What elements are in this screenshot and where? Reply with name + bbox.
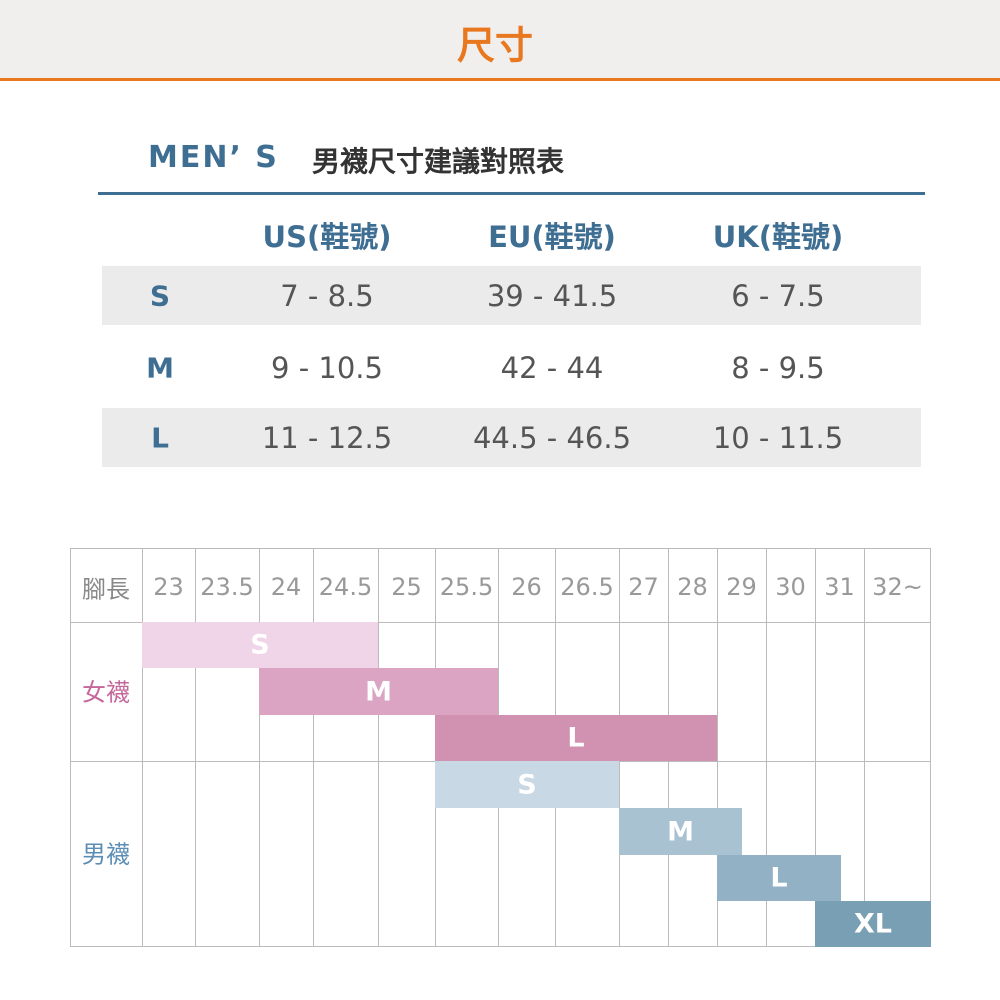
size-bar [815,901,931,947]
grid-line [717,548,718,947]
bar-label: M [365,676,392,707]
grid-line [142,548,143,947]
row-band [102,266,921,325]
bar-label: L [770,862,788,894]
foot-size: 31 [824,573,855,601]
foot-size: 32~ [872,573,923,601]
grid-line [259,548,260,947]
foot-size: 25 [391,573,422,601]
bar-label: L [567,722,585,754]
bar-label: S [517,769,537,800]
size-value: 39 - 41.5 [486,279,618,313]
grid-line [864,548,865,947]
foot-size: 25.5 [439,573,494,601]
foot-size: 26 [511,573,542,601]
grid-line [195,548,196,947]
foot-size: 24 [270,573,302,601]
brand: MEN’ S [148,140,279,175]
size-value: 8 - 9.5 [731,351,825,385]
size-bar [259,668,498,715]
foot-size: 27 [628,573,659,601]
size-bar [435,715,717,761]
row-band [102,408,921,467]
size-label: L [151,421,169,455]
column-header: UK(鞋號) [712,220,844,254]
grid-line [815,548,816,947]
size-bar [619,808,742,855]
table-title: 男襪尺寸建議對照表 [312,145,565,178]
grid-line [378,548,379,947]
foot-size: 28 [677,573,708,601]
size-value: 6 - 7.5 [731,279,825,313]
grid-line [313,548,314,947]
bar-label: M [667,816,694,847]
foot-size: 24.5 [318,573,373,601]
grid-line [766,548,767,947]
group-label: 男襪 [82,840,130,869]
column-header: US(鞋號) [262,220,392,254]
size-bar [717,855,841,901]
size-value: 9 - 10.5 [271,351,383,385]
foot-size: 30 [775,573,806,601]
size-value: 10 - 11.5 [712,421,844,455]
size-value: 7 - 8.5 [280,279,374,313]
size-bar [435,761,619,808]
chart-frame [70,548,931,947]
header-title: 尺寸 [456,23,534,68]
size-label: M [146,351,174,385]
column-header: EU(鞋號) [488,220,616,254]
size-value: 11 - 12.5 [261,421,393,455]
foot-size: 26.5 [560,573,614,601]
group-label: 女襪 [82,678,130,707]
foot-size: 23 [153,573,184,601]
size-value: 42 - 44 [500,351,604,385]
table-rule [98,192,925,195]
bar-label: S [250,629,270,661]
row-header: 腳長 [82,575,130,604]
size-bar [142,622,378,668]
size-value: 44.5 - 46.5 [472,421,632,455]
grid-line [70,622,931,623]
foot-size: 23.5 [200,573,254,601]
foot-size: 29 [726,573,757,601]
header-band [0,0,1000,78]
size-label: S [149,279,171,313]
header-rule [0,78,1000,81]
bar-label: XL [853,908,893,940]
